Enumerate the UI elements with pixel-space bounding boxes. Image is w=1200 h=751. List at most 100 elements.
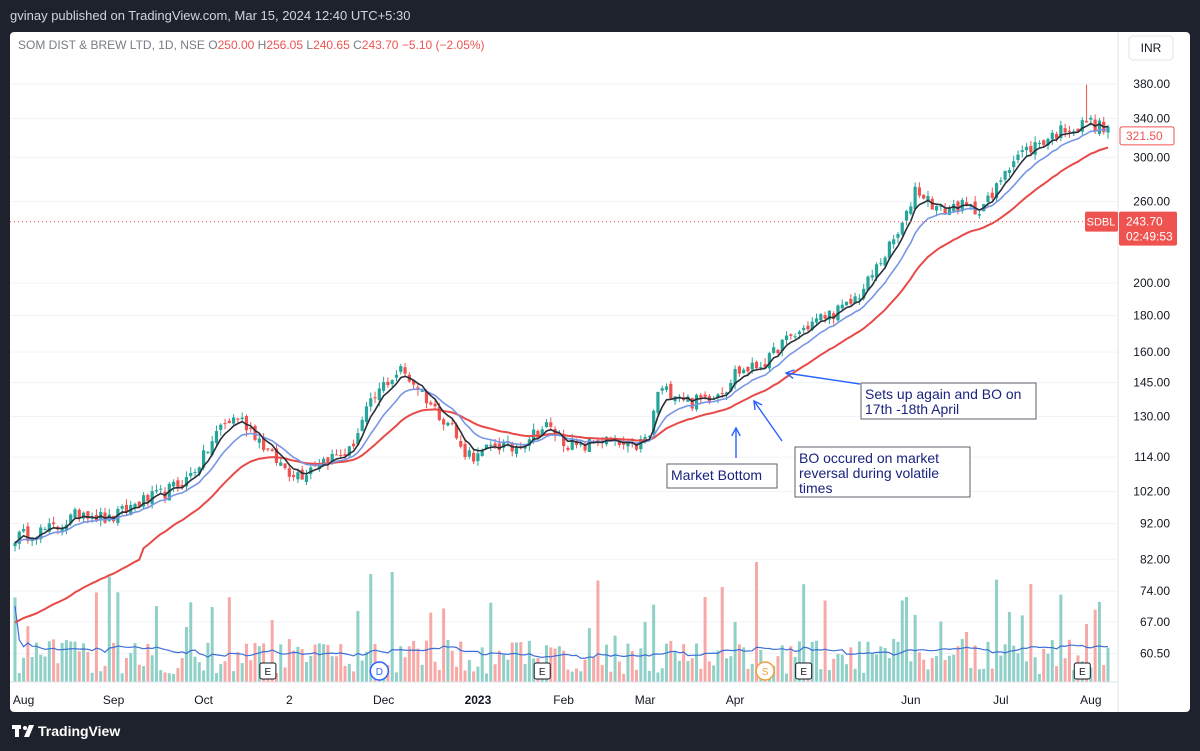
candle (802, 324, 806, 334)
candle (463, 438, 467, 460)
candle (806, 321, 810, 333)
volume-bar (330, 656, 334, 682)
candle-body (403, 367, 407, 374)
y-tick-label: 74.00 (1140, 584, 1170, 598)
volume-bar (665, 643, 669, 682)
volume-bar (129, 653, 133, 682)
candle (943, 203, 947, 216)
candle-body (459, 440, 463, 447)
candle-body (137, 501, 141, 507)
time-axis: Aug Sep Oct 2 Dec 2023 Feb Mar Apr Jun Jul Aug (13, 693, 1102, 707)
candle-body (1054, 133, 1059, 139)
ohlc-key: L (306, 38, 313, 52)
volume-bar (896, 641, 900, 682)
candle-body (1097, 120, 1102, 135)
volume-bar (849, 647, 853, 682)
candle (146, 493, 150, 507)
volume-bar (575, 668, 579, 682)
candle (51, 516, 56, 528)
ticker-badge (1085, 211, 1118, 232)
candle (399, 363, 403, 375)
candle-body (146, 495, 150, 502)
volume-bar (480, 647, 484, 682)
volume-bar (73, 641, 77, 682)
candle-body (497, 443, 501, 451)
candle (442, 417, 446, 431)
candle-body (81, 512, 86, 519)
volume-bar (1042, 648, 1046, 682)
candle (154, 484, 159, 494)
volume-bar (969, 667, 973, 682)
candle (364, 401, 369, 425)
candle (1059, 120, 1063, 142)
candle-body (1003, 170, 1007, 180)
candle-body (201, 450, 206, 468)
candle (763, 358, 767, 369)
candle-body (540, 429, 544, 435)
chart-panel[interactable]: 380.00 340.00 300.00 260.00 200.00 180.00 160.… (10, 32, 1190, 712)
candle-body (870, 275, 874, 278)
candle (497, 437, 501, 455)
y-tick-label: 114.00 (1134, 450, 1170, 464)
candle-body (1042, 140, 1046, 145)
candle-body (789, 334, 793, 336)
volume-bar (253, 642, 257, 682)
volume-bar (210, 607, 214, 682)
volume-bar (1007, 611, 1011, 682)
candle (244, 414, 249, 437)
candle-body (154, 490, 159, 492)
candle-body (784, 335, 789, 341)
volume-bar (870, 653, 874, 682)
volume-bar (630, 650, 634, 682)
candle (566, 445, 570, 452)
candle-body (733, 368, 737, 385)
candle-body (317, 464, 321, 470)
volume-bar (922, 659, 926, 682)
candle-body (352, 443, 356, 447)
candle-body (90, 516, 94, 519)
ohlc-legend: SOM DIST & BREW LTD, 1D, NSE O250.00 H25… (18, 38, 485, 52)
candle-body (1037, 143, 1042, 145)
volume-bar (562, 650, 566, 682)
volume-bar (707, 661, 711, 682)
y-tick-label: 130.00 (1133, 409, 1170, 423)
volume-bar (832, 658, 836, 682)
candle-body (330, 453, 334, 463)
candle-body (364, 406, 369, 422)
candle (103, 507, 107, 524)
candle-body (141, 495, 146, 507)
volume-bar (725, 658, 729, 682)
candle-body (742, 369, 746, 374)
candle (236, 417, 240, 423)
candle (184, 471, 189, 492)
volume-bar (347, 663, 351, 682)
earnings-badge (533, 662, 551, 680)
volume-bar (1050, 640, 1054, 682)
annotation-box (794, 446, 971, 498)
candle (1024, 143, 1029, 156)
candle-body (583, 445, 587, 451)
volume-bar (887, 658, 891, 682)
volume-bar (116, 592, 120, 682)
candle-body (887, 241, 891, 258)
candle (973, 196, 977, 215)
candle (669, 380, 673, 400)
arrow-market-bottom (731, 426, 741, 458)
split-label: S (762, 667, 769, 678)
x-tick-label: Jun (901, 693, 920, 707)
candle (206, 450, 210, 454)
volume-bar (322, 644, 326, 682)
price-chart[interactable]: 380.00 340.00 300.00 260.00 200.00 180.00 160.… (10, 32, 1190, 712)
volume-bar (1016, 653, 1020, 682)
y-tick-label: 102.00 (1133, 485, 1170, 499)
volume-bar (167, 673, 171, 682)
candle-body (197, 467, 201, 474)
volume-bar (935, 655, 939, 682)
volume-bar (317, 643, 321, 682)
volume-bar (17, 672, 21, 682)
volume-bar (600, 665, 604, 682)
y-tick-label: 92.00 (1140, 517, 1170, 531)
volume-bar (442, 608, 446, 682)
candle (742, 367, 746, 374)
y-tick-label: 200.00 (1133, 276, 1170, 290)
